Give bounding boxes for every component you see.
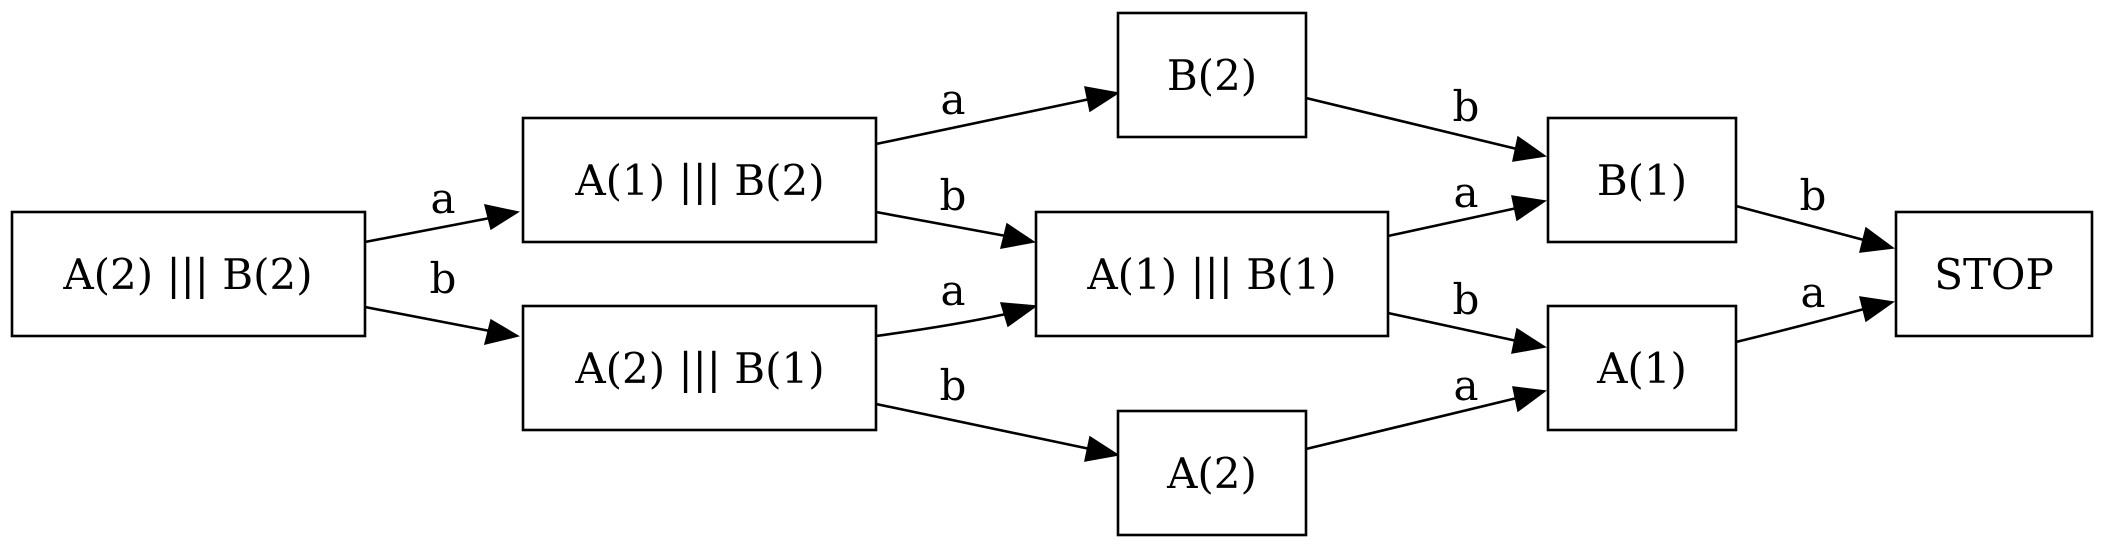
edge-a1b1-to-a1: b <box>1387 275 1548 354</box>
nodes: A(2) ||| B(2) A(1) ||| B(2) A(2) ||| B(1… <box>10 11 2094 537</box>
node-label: A(1) <box>1596 344 1687 393</box>
node-a2: A(2) <box>1116 409 1308 537</box>
edge-line <box>364 216 491 244</box>
arrow-head <box>1859 226 1895 253</box>
node-box <box>1116 11 1308 139</box>
arrow-head <box>1858 296 1895 323</box>
edge-line <box>875 210 1007 238</box>
node-label: B(1) <box>1597 156 1687 205</box>
arrow-head <box>483 318 520 346</box>
node-box <box>1894 210 2094 338</box>
node-label: A(1) ||| B(2) <box>574 156 824 205</box>
edge-a2b2-to-a1b2: a <box>364 174 520 244</box>
node-label: A(2) ||| B(2) <box>62 250 312 299</box>
edge-a1b1-to-b1: a <box>1387 168 1548 238</box>
edge-label: a <box>1453 168 1478 217</box>
edge-label: b <box>940 361 967 410</box>
edge-a2-to-a1: a <box>1305 361 1547 451</box>
edge-line <box>875 402 1091 451</box>
edge-label: a <box>430 174 455 223</box>
node-stop: STOP <box>1894 210 2094 338</box>
edge-label: a <box>1800 268 1825 317</box>
node-a2-b1: A(2) ||| B(1) <box>521 304 878 432</box>
edge-a2b1-to-a2: b <box>875 361 1121 462</box>
edge-label: a <box>1453 361 1478 410</box>
edge-line <box>364 305 491 333</box>
arrow-head <box>1511 195 1548 222</box>
node-a1-b2: A(1) ||| B(2) <box>521 116 878 244</box>
node-box <box>521 304 878 432</box>
edges: a b a b a b <box>364 75 1895 462</box>
node-label: A(2) ||| B(1) <box>574 344 824 393</box>
node-label: B(2) <box>1167 51 1257 100</box>
edge-label: b <box>1800 171 1827 220</box>
edge-a1-to-stop: a <box>1735 268 1895 344</box>
edge-line <box>1305 396 1518 451</box>
node-box <box>1034 210 1390 338</box>
edge-a1b2-to-a1b1: b <box>875 171 1036 249</box>
edge-line <box>875 97 1091 146</box>
node-a1: A(1) <box>1546 304 1738 432</box>
edge-label: b <box>1453 82 1480 131</box>
node-a1-b1: A(1) ||| B(1) <box>1034 210 1390 338</box>
arrow-head <box>1511 327 1548 354</box>
edge-b1-to-stop: b <box>1735 171 1895 253</box>
edge-a2b1-to-a1b1: a <box>875 266 1039 338</box>
node-b2: B(2) <box>1116 11 1308 139</box>
edge-a2b2-to-a2b1: b <box>364 254 520 346</box>
node-b1: B(1) <box>1546 116 1738 244</box>
node-box <box>10 210 367 338</box>
arrow-head <box>999 302 1039 328</box>
node-box <box>1116 409 1308 537</box>
node-a2-b2: A(2) ||| B(2) <box>10 210 367 338</box>
node-label: A(1) ||| B(1) <box>1086 250 1336 299</box>
edge-a1b2-to-b2: a <box>875 75 1121 146</box>
arrow-head <box>1084 86 1121 113</box>
edge-label: a <box>940 266 965 315</box>
edge-b2-to-b1: b <box>1305 82 1547 162</box>
node-box <box>1546 116 1738 244</box>
arrow-head <box>483 204 520 231</box>
arrow-head <box>999 222 1036 249</box>
edge-label: b <box>1453 275 1480 324</box>
node-box <box>1546 304 1738 432</box>
arrow-head <box>1512 135 1547 162</box>
edge-line <box>1735 307 1865 344</box>
node-box <box>521 116 878 244</box>
edge-line <box>1305 96 1518 151</box>
edge-line <box>1735 204 1865 242</box>
node-label: A(2) <box>1166 449 1257 498</box>
arrow-head <box>1512 386 1547 413</box>
edge-label: a <box>940 75 965 124</box>
edge-label: b <box>940 171 967 220</box>
edge-label: b <box>430 254 457 303</box>
arrow-head <box>1084 435 1121 462</box>
edge-line <box>1387 206 1518 238</box>
edge-line <box>1387 311 1518 343</box>
node-label: STOP <box>1934 250 2053 299</box>
edge-line <box>875 312 1007 338</box>
